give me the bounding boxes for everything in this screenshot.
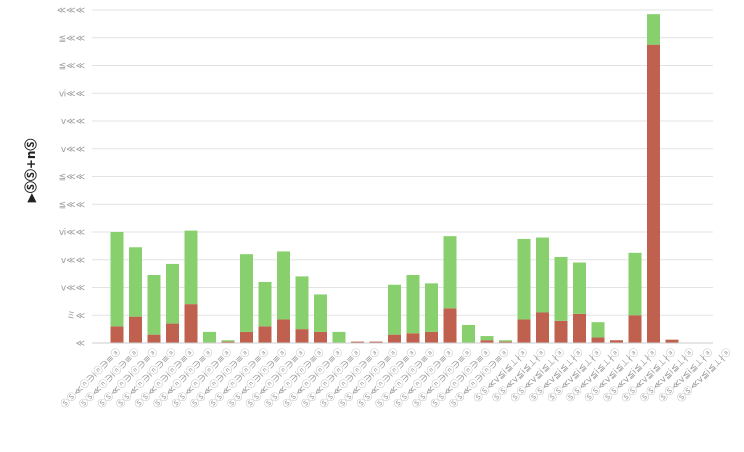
y-tick-label: ≪ (76, 339, 85, 349)
bar-segment (203, 331, 216, 343)
bar-segment (406, 333, 420, 343)
bar-segment (591, 322, 605, 338)
bar-segment (499, 340, 512, 342)
bar-segment (628, 315, 642, 343)
bar-segment (480, 336, 494, 341)
bar-segment (647, 14, 660, 45)
bar-segment (314, 294, 327, 332)
y-tick-label: ⅴ≪≪ (61, 117, 85, 127)
bar-segment (277, 319, 290, 343)
bar-segment (536, 312, 549, 343)
bar-segment (129, 316, 142, 343)
bar-segment (628, 252, 642, 316)
bar-segment (462, 324, 475, 343)
bar-segment (295, 329, 309, 343)
y-tick-label: ≦≪≪ (59, 173, 85, 183)
y-tick-label: ≦≪≪ (59, 62, 85, 72)
bar-segment (443, 236, 457, 309)
y-tick-label: ⅴ≪≪ (61, 145, 85, 155)
bar-segment (240, 254, 253, 332)
bar-segment (110, 232, 124, 327)
y-tick-label: ミ≪ (67, 311, 85, 321)
bars (110, 14, 679, 343)
bar-segment (147, 334, 161, 343)
bar-segment (425, 283, 438, 332)
y-tick-label: ⅵ≪≪ (59, 228, 85, 238)
bar-segment (536, 237, 549, 313)
bar-segment (258, 326, 272, 343)
bar-segment (258, 281, 272, 327)
bar-segment (425, 331, 438, 343)
y-tick-label: ≪≪≪ (57, 6, 85, 16)
bar-segment (443, 308, 457, 343)
bar-segment (554, 256, 568, 321)
bar-segment (240, 331, 253, 343)
y-axis-ticks: ≪ ミ≪ ⅴ≪≪ ⅴ≪≪ ⅵ≪≪ ≦≪≪ ≦≪≪ ⅴ≪≪ ⅴ≪≪ ⅵ≪≪ ≦≪≪ ≦≪≪ ≪≪≪ (57, 6, 85, 349)
bar-segment (314, 331, 327, 343)
bar-segment (166, 263, 179, 324)
y-tick-label: ⅵ≪≪ (59, 89, 85, 99)
bar-segment (591, 337, 605, 343)
bar-segment (573, 262, 586, 314)
bar-segment (221, 340, 235, 342)
bar-segment (184, 230, 198, 305)
bar-segment (221, 341, 235, 343)
y-axis-title: ▶ⓈⓈ+nⓈ (23, 139, 38, 203)
bar-segment (610, 340, 623, 343)
y-tick-label: ≦≪≪ (59, 34, 85, 44)
bar-segment (295, 276, 309, 330)
y-tick-label: ≦≪≪ (59, 200, 85, 210)
bar-segment (647, 44, 660, 343)
bar-segment (351, 341, 364, 343)
bar-segment (554, 320, 568, 343)
bar-segment (573, 313, 586, 343)
y-tick-label: ⅴ≪≪ (61, 284, 85, 294)
bar-segment (517, 319, 531, 343)
bar-segment (499, 341, 512, 343)
bar-segment (480, 340, 494, 343)
bar-segment (517, 238, 531, 320)
bar-segment (406, 275, 420, 334)
bar-segment (129, 247, 142, 317)
bar-segment (184, 304, 198, 343)
bar-segment (665, 339, 679, 343)
y-tick-label: ⅴ≪≪ (61, 256, 85, 266)
bar-segment (388, 334, 401, 343)
bar-segment (388, 284, 401, 335)
x-axis-ticks: ⓈⓈ≪ⓝ∋ⅰⓝ∋≡ⓐⓈⓈ≪ⓝ∋ⅰⓝ∋≡ⓐⓈⓈ≪ⓝ∋ⅰⓝ∋≡ⓐⓈⓈ≪ⓝ∋ⅰⓝ∋≡ⓐ… (59, 346, 734, 410)
bar-segment (147, 275, 161, 335)
bar-segment (332, 331, 346, 343)
bar-segment (110, 326, 124, 343)
bar-segment (166, 323, 179, 343)
bar-segment (369, 341, 383, 343)
bar-segment (277, 251, 290, 320)
